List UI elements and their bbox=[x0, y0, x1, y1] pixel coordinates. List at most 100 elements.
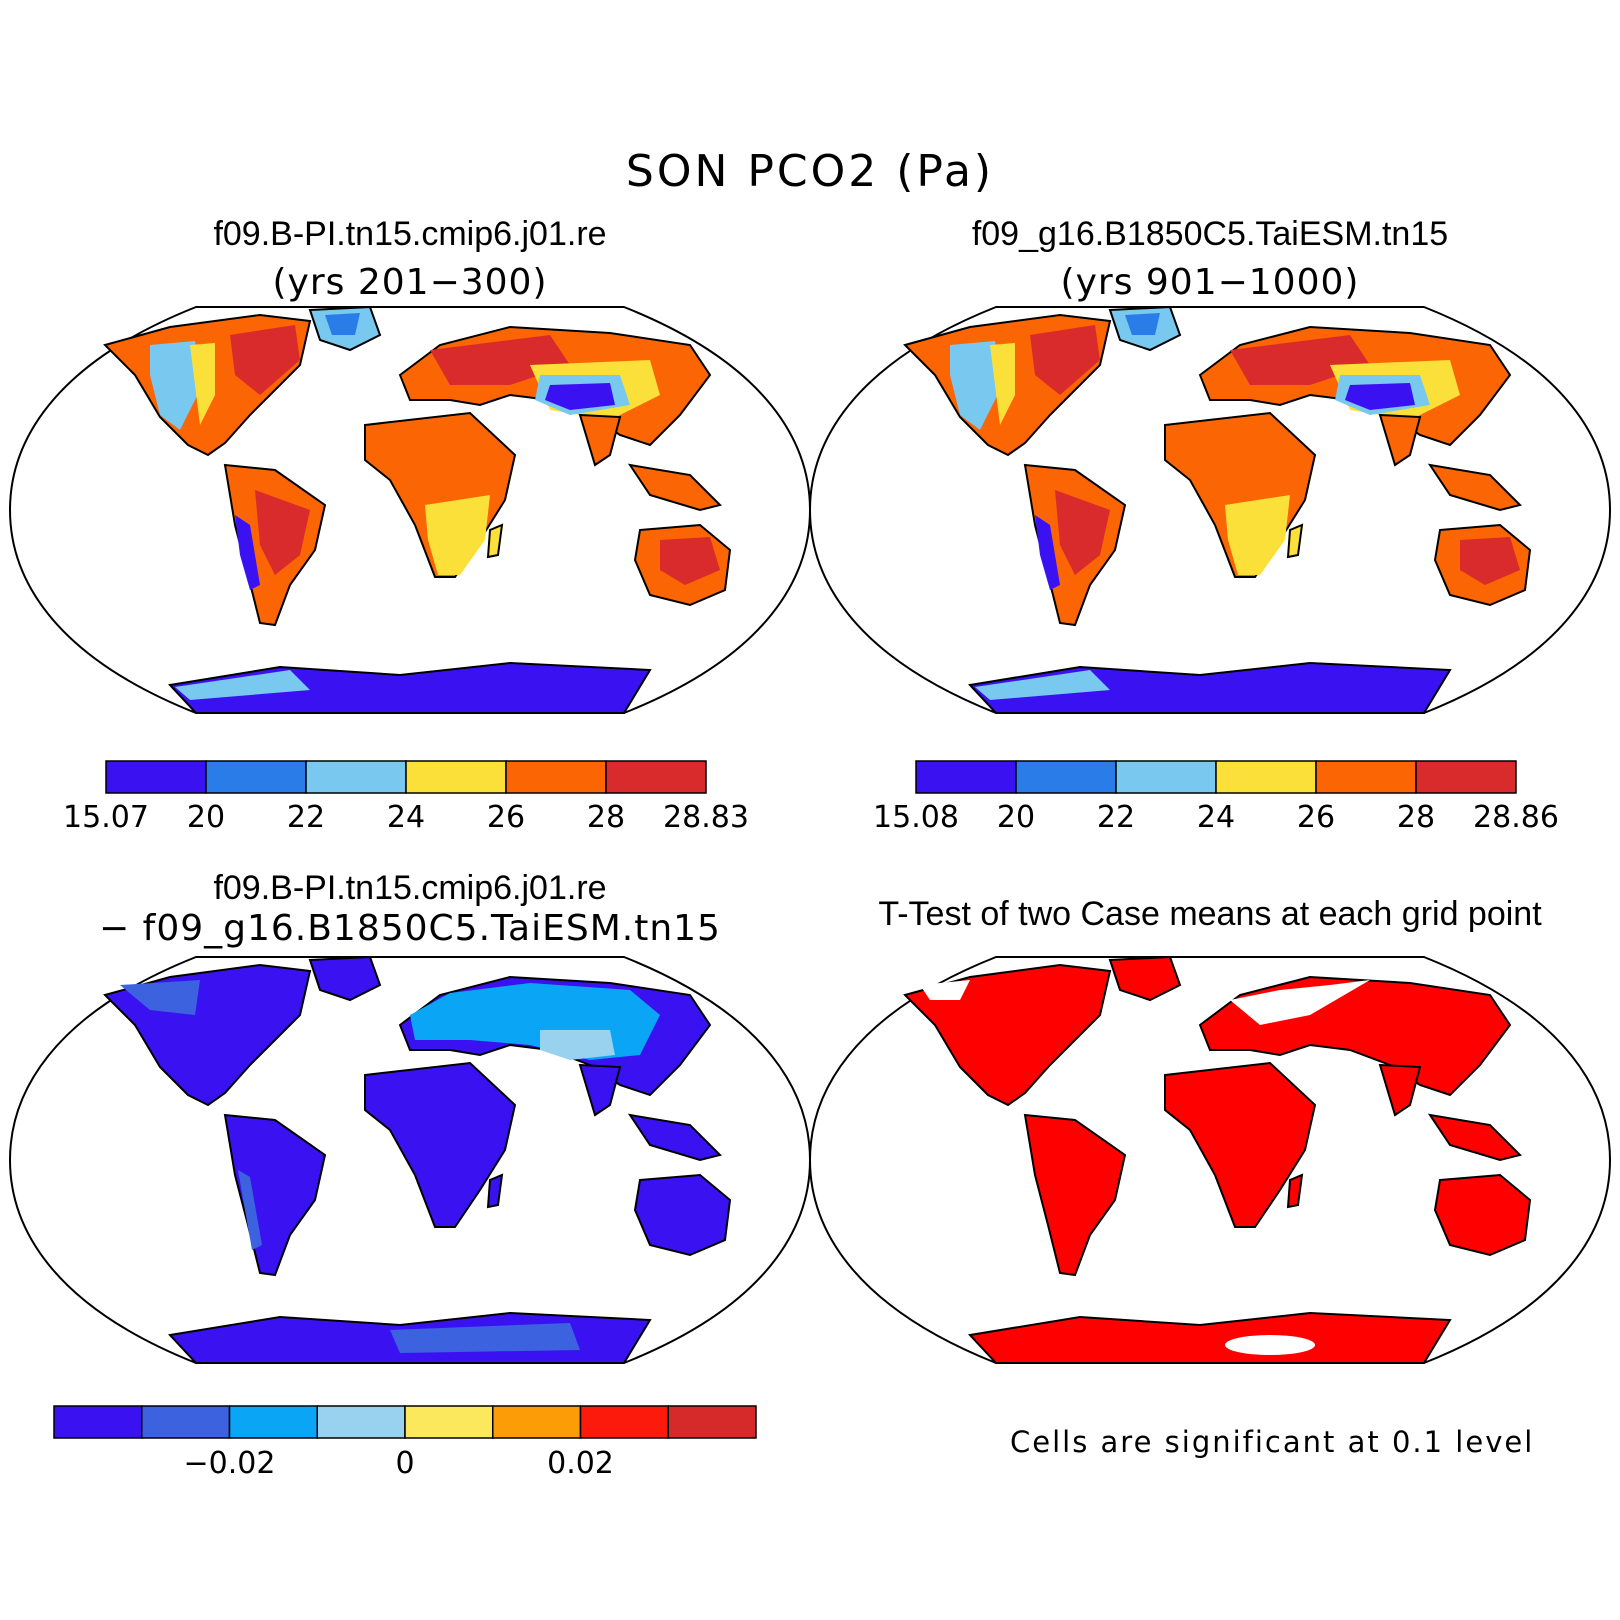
madagascar bbox=[1286, 1173, 1304, 1209]
south-america bbox=[223, 1113, 327, 1277]
australia-red bbox=[660, 537, 720, 585]
sa-red bbox=[1055, 490, 1110, 575]
india bbox=[578, 413, 622, 467]
africa bbox=[1164, 1061, 1317, 1228]
eurasia-gap bbox=[1230, 980, 1370, 1025]
colorbar-box bbox=[228, 1405, 318, 1439]
greenland-core bbox=[1125, 313, 1160, 335]
colorbar-tick-label: 28.83 bbox=[663, 800, 749, 835]
colorbar-tick-label: 0.02 bbox=[547, 1446, 614, 1481]
greenland bbox=[1108, 955, 1182, 1002]
significance-note: Cells are significant at 0.1 level bbox=[1010, 1425, 1535, 1459]
colorbar-panel-3 bbox=[53, 1405, 757, 1439]
colorbar-box bbox=[404, 1405, 494, 1439]
tibet bbox=[540, 1030, 615, 1060]
colorbar-tick-label: 20 bbox=[186, 800, 226, 835]
colorbar-tick-label: 24 bbox=[1196, 800, 1236, 835]
colorbar-tick-label: 26 bbox=[1296, 800, 1336, 835]
colorbar-box bbox=[505, 760, 607, 794]
colorbar-tick-label: 26 bbox=[486, 800, 526, 835]
se-asia bbox=[627, 1113, 722, 1162]
colorbar-box bbox=[492, 1405, 582, 1439]
se-asia bbox=[627, 463, 722, 512]
antarctica bbox=[967, 1311, 1452, 1364]
south-america bbox=[1023, 1113, 1127, 1277]
na-highlands bbox=[950, 341, 1000, 430]
se-asia bbox=[1427, 463, 1522, 512]
colorbar-box bbox=[1415, 760, 1517, 794]
colorbar-panel-3-labels: −0.02 0 0.02 bbox=[53, 1446, 757, 1486]
antarctica-edge bbox=[975, 670, 1110, 700]
greenland-core bbox=[325, 313, 360, 335]
tibet bbox=[1345, 383, 1415, 410]
na-gap bbox=[920, 980, 970, 1000]
antarctica-gap bbox=[1225, 1335, 1315, 1355]
colorbar-panel-2 bbox=[915, 760, 1517, 794]
colorbar-box bbox=[1115, 760, 1217, 794]
figure-title: SON PCO2 (Pa) bbox=[625, 146, 995, 197]
panel-3-subtitle: − f09_g16.B1850C5.TaiESM.tn15 bbox=[99, 908, 721, 949]
colorbar-box bbox=[1015, 760, 1117, 794]
colorbar-tick-label: 24 bbox=[386, 800, 426, 835]
tibet bbox=[545, 383, 615, 410]
madagascar bbox=[486, 523, 504, 559]
panel-2-subtitle: (yrs 901−1000) bbox=[1060, 262, 1360, 303]
antarctica-edge bbox=[175, 670, 310, 700]
colorbar-tick-label: 0 bbox=[395, 1446, 415, 1481]
colorbar-tick-label: 22 bbox=[286, 800, 326, 835]
madagascar bbox=[1286, 523, 1304, 559]
sa-red bbox=[255, 490, 310, 575]
colorbar-tick-label: 15.07 bbox=[63, 800, 149, 835]
colorbar-panel-1 bbox=[105, 760, 707, 794]
andes bbox=[238, 1170, 262, 1250]
antarctica-patch bbox=[390, 1323, 580, 1353]
colorbar-box bbox=[316, 1405, 406, 1439]
africa bbox=[364, 1061, 517, 1228]
africa-south bbox=[425, 495, 490, 575]
madagascar bbox=[486, 1173, 504, 1209]
panel-3-title: f09.B-PI.tn15.cmip6.j01.re bbox=[213, 869, 607, 907]
andes bbox=[1035, 515, 1060, 590]
map-panel-4 bbox=[808, 955, 1612, 1364]
colorbar-box bbox=[1215, 760, 1317, 794]
australia-red bbox=[1460, 537, 1520, 585]
colorbar-box bbox=[915, 760, 1017, 794]
map-panel-2 bbox=[808, 305, 1612, 714]
greenland bbox=[308, 955, 382, 1002]
india bbox=[1378, 413, 1422, 467]
map-panel-3 bbox=[8, 955, 812, 1364]
colorbar-tick-label: 20 bbox=[996, 800, 1036, 835]
colorbar-tick-label: −0.02 bbox=[183, 1446, 276, 1481]
panel-1-title: f09.B-PI.tn15.cmip6.j01.re bbox=[213, 215, 607, 253]
colorbar-box bbox=[605, 760, 707, 794]
na-yellow bbox=[990, 343, 1015, 425]
colorbar-box bbox=[579, 1405, 669, 1439]
panel-2-title: f09_g16.B1850C5.TaiESM.tn15 bbox=[971, 215, 1449, 253]
colorbar-box bbox=[405, 760, 507, 794]
colorbar-box bbox=[53, 1405, 143, 1439]
na-highlands bbox=[150, 341, 200, 430]
na-patch bbox=[120, 980, 200, 1015]
map-panel-1 bbox=[8, 305, 812, 714]
colorbar-panel-1-labels: 15.07 20 22 24 26 28 28.83 bbox=[63, 800, 749, 840]
colorbar-box bbox=[1315, 760, 1417, 794]
australia bbox=[633, 1173, 732, 1257]
colorbar-panel-2-labels: 15.08 20 22 24 26 28 28.86 bbox=[873, 800, 1559, 840]
panel-4-title: T-Test of two Case means at each grid po… bbox=[878, 895, 1542, 933]
andes bbox=[235, 515, 260, 590]
na-red bbox=[230, 325, 300, 395]
na-red bbox=[1030, 325, 1100, 395]
colorbar-box bbox=[141, 1405, 231, 1439]
colorbar-box bbox=[205, 760, 307, 794]
na-yellow bbox=[190, 343, 215, 425]
colorbar-tick-label: 28 bbox=[1396, 800, 1436, 835]
colorbar-tick-label: 28.86 bbox=[1473, 800, 1559, 835]
colorbar-box bbox=[305, 760, 407, 794]
india bbox=[1378, 1063, 1422, 1117]
colorbar-box bbox=[105, 760, 207, 794]
colorbar-tick-label: 15.08 bbox=[873, 800, 959, 835]
colorbar-box bbox=[667, 1405, 757, 1439]
colorbar-tick-label: 28 bbox=[586, 800, 626, 835]
panel-1-subtitle: (yrs 201−300) bbox=[272, 262, 548, 303]
africa-south bbox=[1225, 495, 1290, 575]
